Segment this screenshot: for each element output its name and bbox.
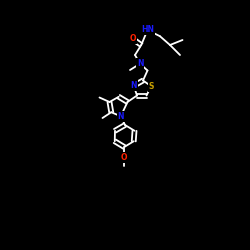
Text: O: O [129, 34, 136, 43]
Text: N: N [137, 59, 143, 68]
Text: S: S [148, 82, 154, 91]
Text: O: O [121, 153, 128, 162]
Text: N: N [130, 81, 137, 90]
Text: N: N [118, 112, 124, 121]
Text: HN: HN [141, 26, 154, 35]
